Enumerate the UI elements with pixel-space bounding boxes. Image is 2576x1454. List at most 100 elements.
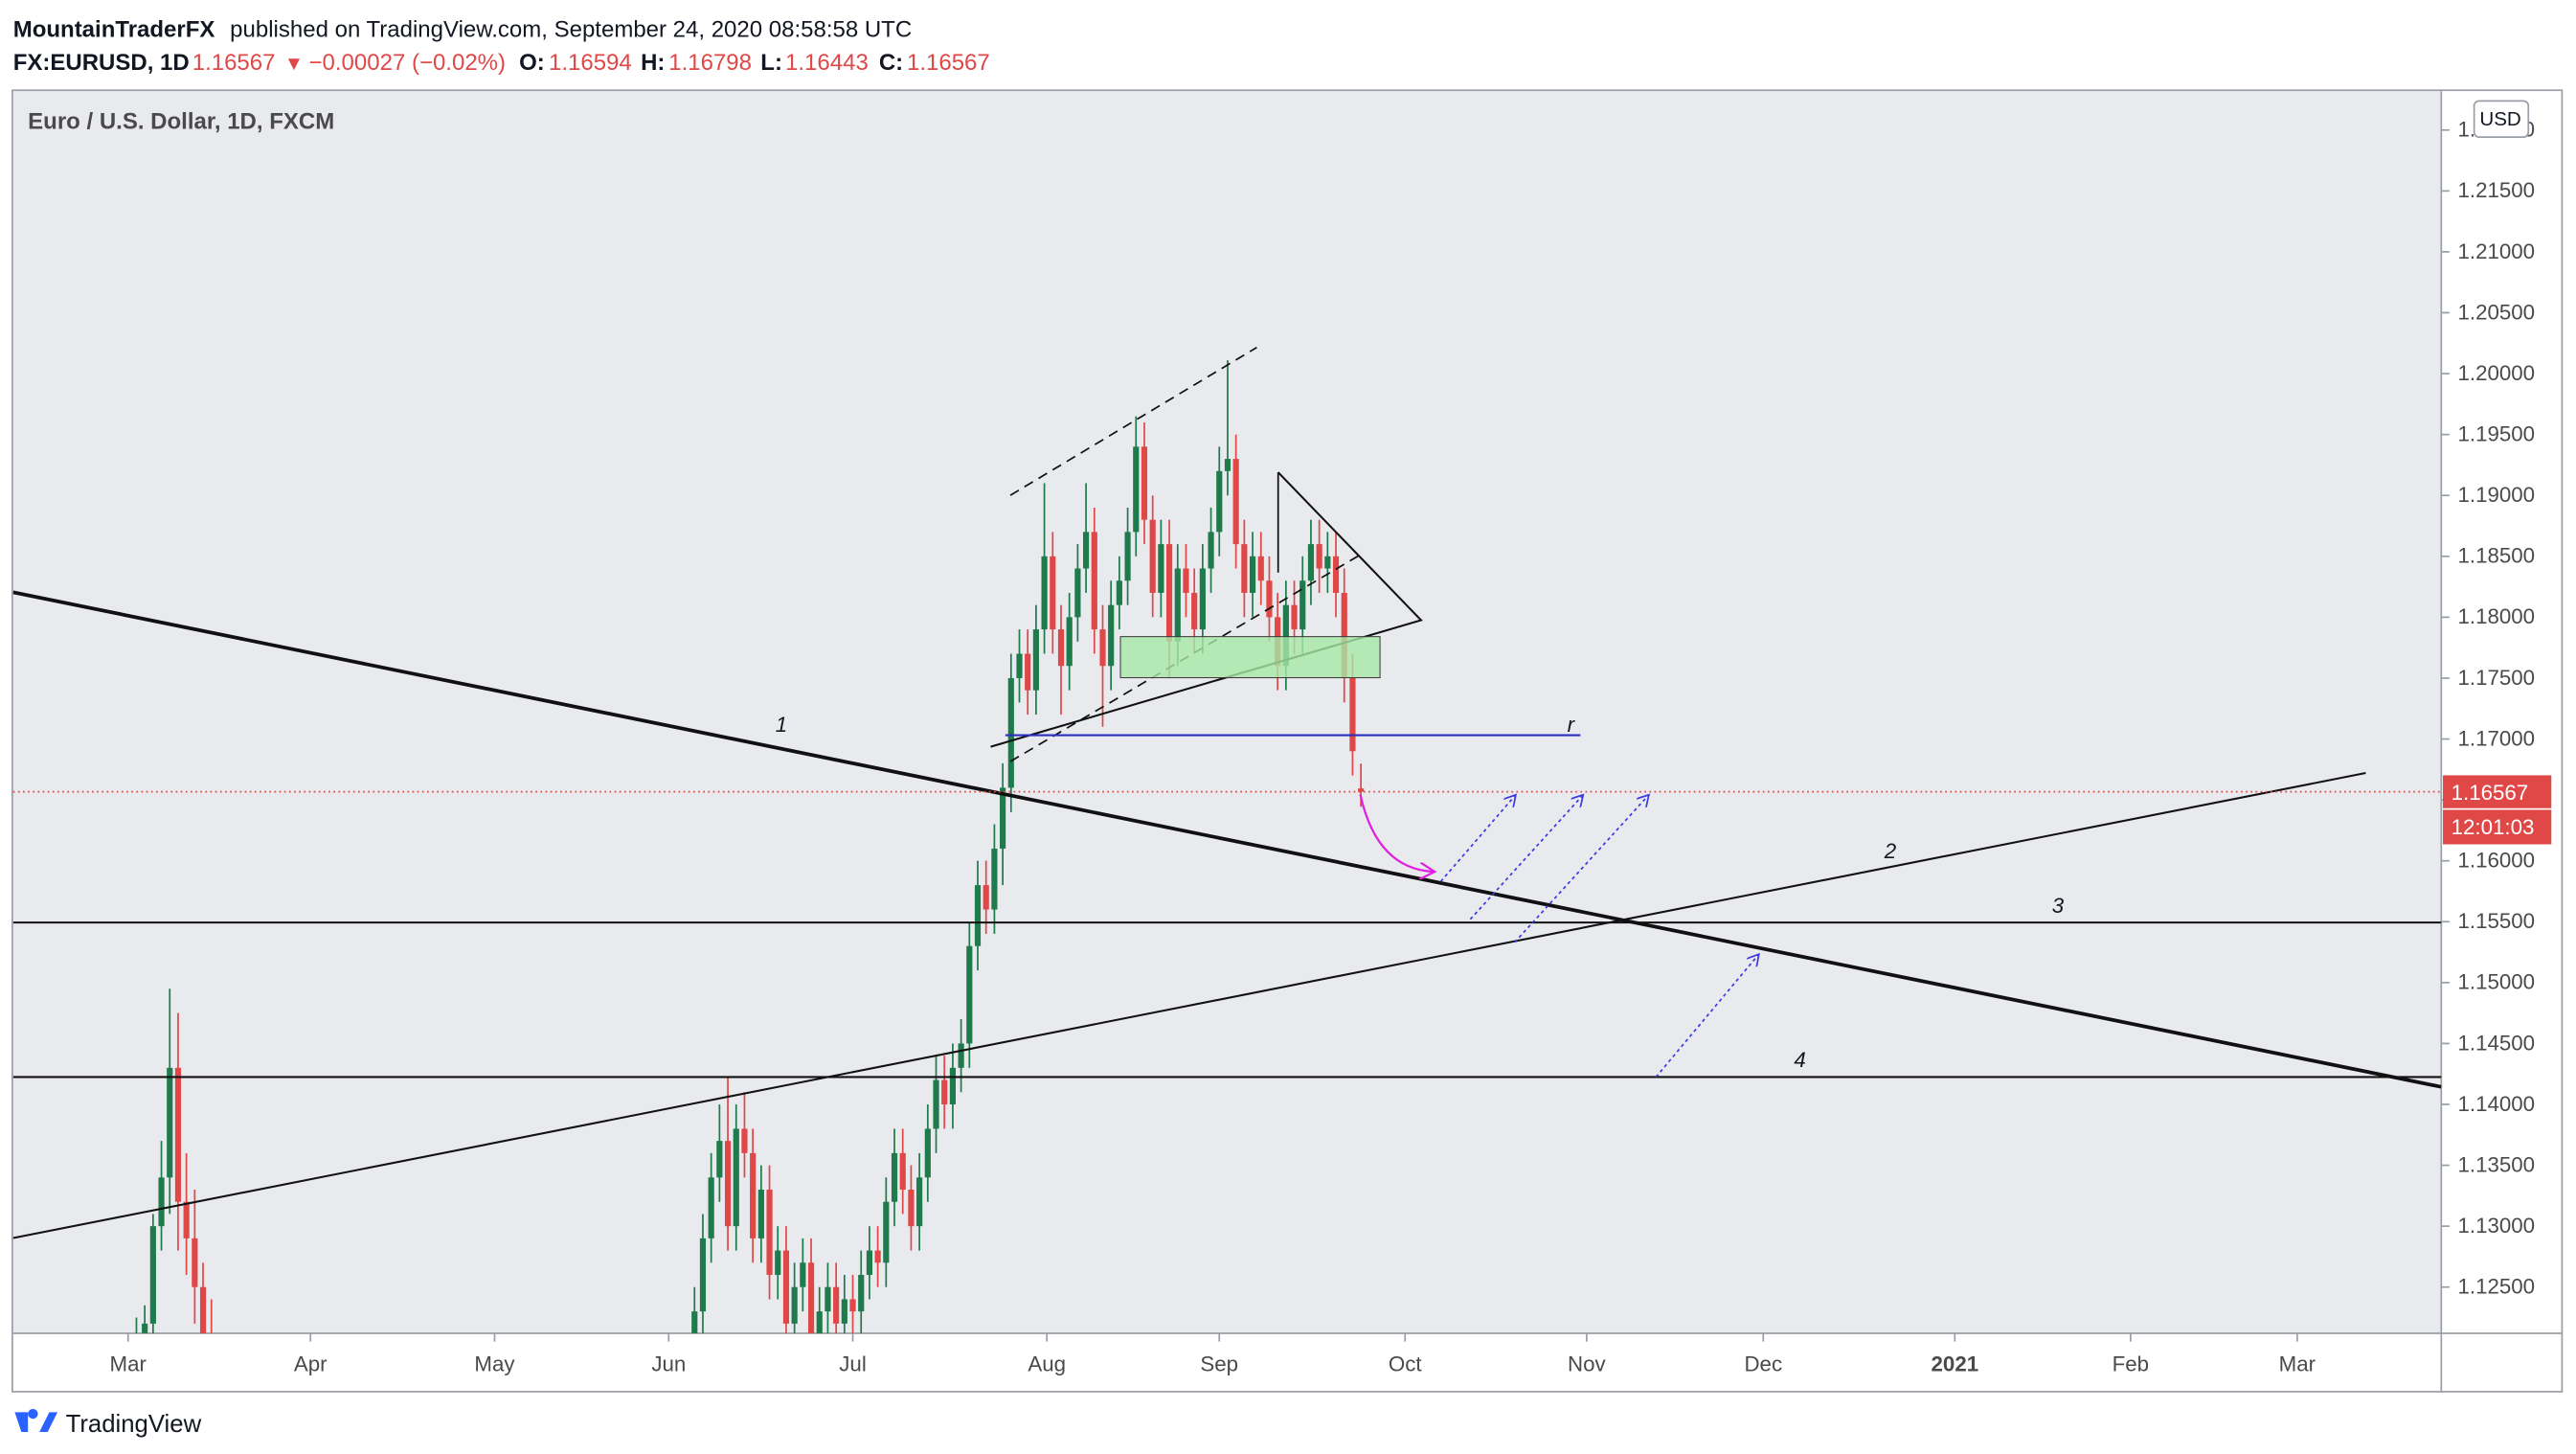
currency: USD — [2479, 108, 2520, 130]
arrow — [1469, 796, 1582, 920]
candle-body — [1074, 568, 1081, 618]
candle-body — [924, 1128, 931, 1178]
candle-body — [1099, 629, 1106, 667]
y-tick-label: 1.13500 — [2457, 1152, 2535, 1176]
candle-body — [174, 1067, 182, 1202]
x-tick-label: May — [474, 1352, 515, 1376]
candle-body — [142, 1323, 148, 1334]
l-label: L: — [760, 50, 782, 76]
candle-body — [916, 1177, 923, 1227]
candle-body — [192, 1238, 198, 1287]
candle-body — [1165, 544, 1173, 642]
x-tick-label: Aug — [1028, 1352, 1066, 1376]
path-arrow — [1359, 794, 1432, 872]
candle-body — [1224, 459, 1232, 471]
candle-body — [816, 1311, 823, 1334]
candle-body — [1216, 470, 1223, 533]
x-tick-label: Sep — [1200, 1352, 1238, 1376]
x-tick-label: Jun — [651, 1352, 686, 1376]
candle-body — [1299, 580, 1306, 630]
candle-body — [866, 1250, 873, 1276]
candle-body — [167, 1067, 173, 1178]
currency-box — [2473, 100, 2530, 138]
symbol: FX:EURUSD, 1D — [13, 50, 190, 76]
candle-body — [1232, 459, 1239, 545]
candle-body — [1341, 592, 1347, 678]
close: 1.16567 — [907, 50, 990, 76]
candle-body — [874, 1250, 881, 1263]
candle-body — [899, 1152, 906, 1191]
y-tick-label: 1.15500 — [2457, 909, 2535, 933]
candle-body — [1016, 653, 1023, 678]
candle-body — [158, 1177, 165, 1227]
frame — [11, 89, 2564, 1393]
candle-body — [1291, 604, 1298, 630]
candle-body — [1199, 568, 1206, 630]
candle-body — [933, 1079, 939, 1129]
candle-body — [782, 1250, 790, 1324]
candle-body — [966, 945, 973, 1044]
candle-body — [949, 1067, 956, 1104]
price-axis — [2441, 91, 2564, 1393]
annotation: 2 — [1884, 839, 1897, 863]
candle-body — [1208, 532, 1214, 569]
candle-body — [1174, 568, 1181, 642]
x-tick-label: Feb — [2113, 1352, 2149, 1376]
candle-body — [149, 1226, 156, 1324]
candle-body — [1124, 532, 1131, 581]
candle-body — [825, 1286, 831, 1312]
candle-body — [775, 1250, 781, 1276]
candle-body — [1324, 556, 1331, 569]
candle-body — [1057, 629, 1065, 667]
y-tick-label: 1.19000 — [2457, 483, 2535, 507]
y-tick-label: 1.18000 — [2457, 604, 2535, 628]
candle-body — [716, 1141, 723, 1178]
series-title: Euro / U.S. Dollar, 1D, FXCM — [28, 109, 334, 135]
y-tick-label: 1.21000 — [2457, 239, 2535, 263]
x-tick-label: Apr — [294, 1352, 328, 1376]
candle-body — [1349, 677, 1356, 752]
c-label: C: — [879, 50, 903, 76]
candle-body — [1032, 629, 1039, 691]
candle-body — [791, 1286, 798, 1324]
candle-body — [708, 1177, 714, 1238]
candle-body — [849, 1299, 856, 1312]
candle-body — [974, 885, 982, 946]
x-tick-label: Oct — [1389, 1352, 1422, 1376]
trend-line — [12, 772, 2366, 1239]
countdown: 12:01:03 — [2452, 815, 2535, 839]
y-tick-label: 1.20500 — [2457, 300, 2535, 324]
candle-body — [1249, 556, 1256, 593]
drawings — [12, 346, 2442, 1239]
candle-body — [1149, 519, 1156, 593]
candle-body — [1257, 556, 1264, 581]
x-tick-label: 2021 — [1932, 1352, 1979, 1376]
channel-line — [1009, 346, 1257, 496]
y-tick-label: 1.17500 — [2457, 666, 2535, 690]
candle-body — [1332, 556, 1340, 593]
countdown-box — [2443, 809, 2552, 845]
candle-body — [958, 1043, 964, 1068]
candle-body — [199, 1286, 207, 1334]
y-tick-label: 1.19500 — [2457, 422, 2535, 446]
candle-body — [750, 1152, 757, 1238]
logo: TradingView — [14, 1408, 202, 1438]
candle-body — [1316, 544, 1322, 569]
candle-body — [858, 1275, 865, 1312]
arrow: ▼ — [284, 53, 304, 75]
arrow — [1439, 796, 1515, 882]
candle-body — [1307, 544, 1315, 581]
candle-body — [1091, 532, 1097, 630]
candle-body — [1241, 544, 1248, 593]
x-tick-label: Jul — [839, 1352, 867, 1376]
candle-body — [841, 1299, 847, 1324]
y-tick-label: 1.21500 — [2457, 178, 2535, 202]
candle-body — [741, 1128, 748, 1153]
y-tick-label: 1.13000 — [2457, 1214, 2535, 1238]
candle-body — [1007, 677, 1014, 788]
logo-icon — [14, 1408, 58, 1432]
candle-body — [883, 1201, 890, 1263]
y-tick-label: 1.18500 — [2457, 544, 2535, 568]
last-price-box — [2443, 775, 2552, 808]
